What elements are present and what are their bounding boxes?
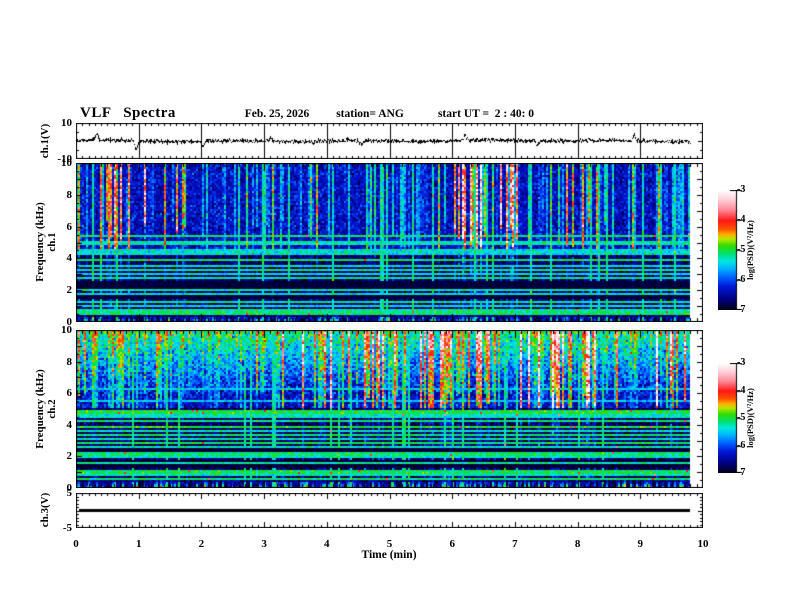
y-tick-label: 10 <box>61 117 72 129</box>
y-tick-label: 2 <box>66 450 73 462</box>
colorbar-tick-label: -4 <box>737 214 746 225</box>
colorbar-tick-label: -7 <box>737 467 746 478</box>
x-tick-label: 7 <box>512 538 518 550</box>
y-tick-label: 0 <box>66 316 73 328</box>
colorbar-tick-label: -6 <box>737 440 746 451</box>
y-tick-label: 6 <box>66 221 73 233</box>
y-tick-label: -5 <box>62 522 72 534</box>
colorbar-ch2 <box>718 363 744 473</box>
x-tick-label: 4 <box>324 538 330 550</box>
x-tick-label: 10 <box>697 538 709 550</box>
y-tick-label: 2 <box>66 284 73 296</box>
y-tick-label: 8 <box>66 356 73 368</box>
x-tick-label: 5 <box>386 538 393 550</box>
ch2-spectrogram-panel <box>76 330 703 488</box>
x-tick-label: 3 <box>261 538 267 550</box>
colorbar-tick-label: -3 <box>737 357 746 368</box>
x-tick-label: 0 <box>73 538 79 550</box>
colorbar-tick-label: -5 <box>737 244 746 255</box>
y-tick-label: 0 <box>66 482 73 494</box>
ch3-waveform-panel <box>76 493 703 528</box>
ch2-spec-axis-label-line2: Frequency (kHz) <box>34 369 46 449</box>
colorbar-ch1 <box>718 190 744 310</box>
x-tick-label: 2 <box>198 538 205 550</box>
x-tick-label: 1 <box>135 538 142 550</box>
y-tick-label: 5 <box>66 487 73 499</box>
x-tick-label: 6 <box>449 538 455 550</box>
start-ut-label: start UT = 2 : 40: 0 <box>437 108 535 120</box>
x-tick-label: 9 <box>637 538 644 550</box>
y-tick-label: 10 <box>61 157 72 169</box>
colorbar-tick-label: -5 <box>737 412 746 423</box>
y-tick-label: 4 <box>66 252 73 264</box>
colorbar-tick-label: -6 <box>737 274 746 285</box>
colorbar-tick-label: -3 <box>737 184 746 195</box>
ch1-spec-axis-label-line2: Frequency (kHz) <box>34 202 46 282</box>
ch1-spectrogram-panel <box>76 163 703 322</box>
colorbar-tick-label: -4 <box>737 385 746 396</box>
y-tick-label: 6 <box>66 387 73 399</box>
y-tick-label: 8 <box>66 189 73 201</box>
ch1-spec-axis-label-line1: ch.1 <box>46 232 58 252</box>
figure-title: VLF Spectra <box>80 105 176 121</box>
y-tick-label: 4 <box>66 419 73 431</box>
y-tick-label: -10 <box>57 153 72 165</box>
ch2-spec-axis-label-line1: ch.2 <box>46 399 58 419</box>
ch1-waveform-panel <box>76 123 703 159</box>
date-label: Feb. 25, 2026 <box>244 108 310 120</box>
x-tick-label: 8 <box>574 538 581 550</box>
station-label: station= ANG <box>336 108 404 120</box>
time-axis-label: Time (min) <box>361 549 417 561</box>
colorbar-tick-label: -7 <box>737 304 746 315</box>
y-tick-label: 10 <box>61 324 72 336</box>
